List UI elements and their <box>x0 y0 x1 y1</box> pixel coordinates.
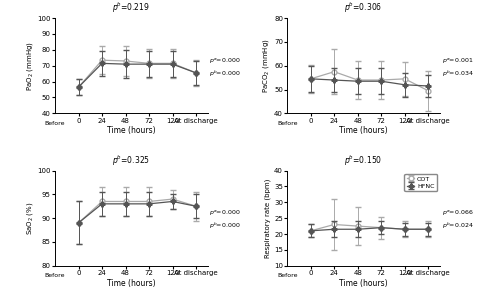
Y-axis label: Respiratory rate (bpm): Respiratory rate (bpm) <box>265 178 272 258</box>
Y-axis label: PaCO$_2$ (mmHg): PaCO$_2$ (mmHg) <box>262 38 272 93</box>
Text: $\it{p}$$^a$=0.066: $\it{p}$$^a$=0.066 <box>442 209 473 218</box>
Text: $\it{p}$$^b$=0.219: $\it{p}$$^b$=0.219 <box>112 1 150 15</box>
Text: $\it{p}$$^b$=0.325: $\it{p}$$^b$=0.325 <box>112 153 150 168</box>
X-axis label: Time (hours): Time (hours) <box>340 279 388 288</box>
Text: $\it{p}$$^b$=0.000: $\it{p}$$^b$=0.000 <box>210 68 241 79</box>
Text: $\it{p}$$^b$=0.000: $\it{p}$$^b$=0.000 <box>210 220 241 231</box>
Text: $\it{p}$$^a$=0.000: $\it{p}$$^a$=0.000 <box>210 209 241 218</box>
Text: $\it{p}$$^b$=0.034: $\it{p}$$^b$=0.034 <box>442 68 474 79</box>
Text: Before: Before <box>277 273 297 278</box>
Text: $\it{p}$$^a$=0.000: $\it{p}$$^a$=0.000 <box>210 56 241 66</box>
Text: $\it{p}$$^b$=0.024: $\it{p}$$^b$=0.024 <box>442 220 474 231</box>
Text: Before: Before <box>44 273 65 278</box>
X-axis label: Time (hours): Time (hours) <box>340 126 388 135</box>
Text: Before: Before <box>44 121 65 126</box>
Y-axis label: SaO$_2$ (%): SaO$_2$ (%) <box>24 201 34 235</box>
Y-axis label: PaO$_2$ (mmHg): PaO$_2$ (mmHg) <box>24 41 34 91</box>
X-axis label: Time (hours): Time (hours) <box>107 279 156 288</box>
Text: $\it{p}$$^a$=0.001: $\it{p}$$^a$=0.001 <box>442 56 473 66</box>
X-axis label: Time (hours): Time (hours) <box>107 126 156 135</box>
Text: $\it{p}$$^b$=0.150: $\it{p}$$^b$=0.150 <box>344 153 383 168</box>
Text: $\it{p}$$^b$=0.306: $\it{p}$$^b$=0.306 <box>344 1 383 15</box>
Text: Before: Before <box>277 121 297 126</box>
Legend: COT, HFNC: COT, HFNC <box>404 174 437 191</box>
